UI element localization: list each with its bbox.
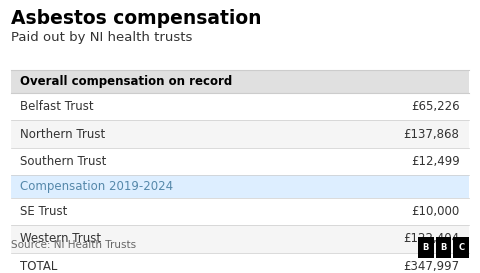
Text: Belfast Trust: Belfast Trust — [21, 100, 94, 113]
Text: £10,000: £10,000 — [411, 205, 459, 218]
Text: Southern Trust: Southern Trust — [21, 155, 107, 168]
Text: TOTAL: TOTAL — [21, 260, 58, 273]
Bar — [11, 120, 469, 148]
Text: £65,226: £65,226 — [411, 100, 459, 113]
Text: Compensation 2019-2024: Compensation 2019-2024 — [21, 180, 174, 193]
Bar — [453, 237, 469, 258]
Bar — [418, 237, 434, 258]
Text: C: C — [458, 243, 464, 252]
Text: Overall compensation on record: Overall compensation on record — [21, 75, 233, 88]
Bar — [11, 70, 469, 93]
Text: Paid out by NI health trusts: Paid out by NI health trusts — [11, 31, 192, 44]
Bar — [11, 198, 469, 225]
Bar — [11, 253, 469, 273]
Text: Asbestos compensation: Asbestos compensation — [11, 9, 262, 28]
Bar — [11, 175, 469, 198]
Text: B: B — [440, 243, 447, 252]
Text: £122,404: £122,404 — [403, 232, 459, 245]
Bar — [11, 148, 469, 175]
Text: SE Trust: SE Trust — [21, 205, 68, 218]
Text: B: B — [423, 243, 429, 252]
Text: Western Trust: Western Trust — [21, 232, 102, 245]
Text: Northern Trust: Northern Trust — [21, 127, 106, 141]
Text: Source: NI Health Trusts: Source: NI Health Trusts — [11, 240, 136, 250]
Text: £12,499: £12,499 — [411, 155, 459, 168]
Text: £347,997: £347,997 — [403, 260, 459, 273]
Bar — [11, 225, 469, 253]
Bar — [436, 237, 451, 258]
Text: £137,868: £137,868 — [404, 127, 459, 141]
Bar — [11, 93, 469, 120]
